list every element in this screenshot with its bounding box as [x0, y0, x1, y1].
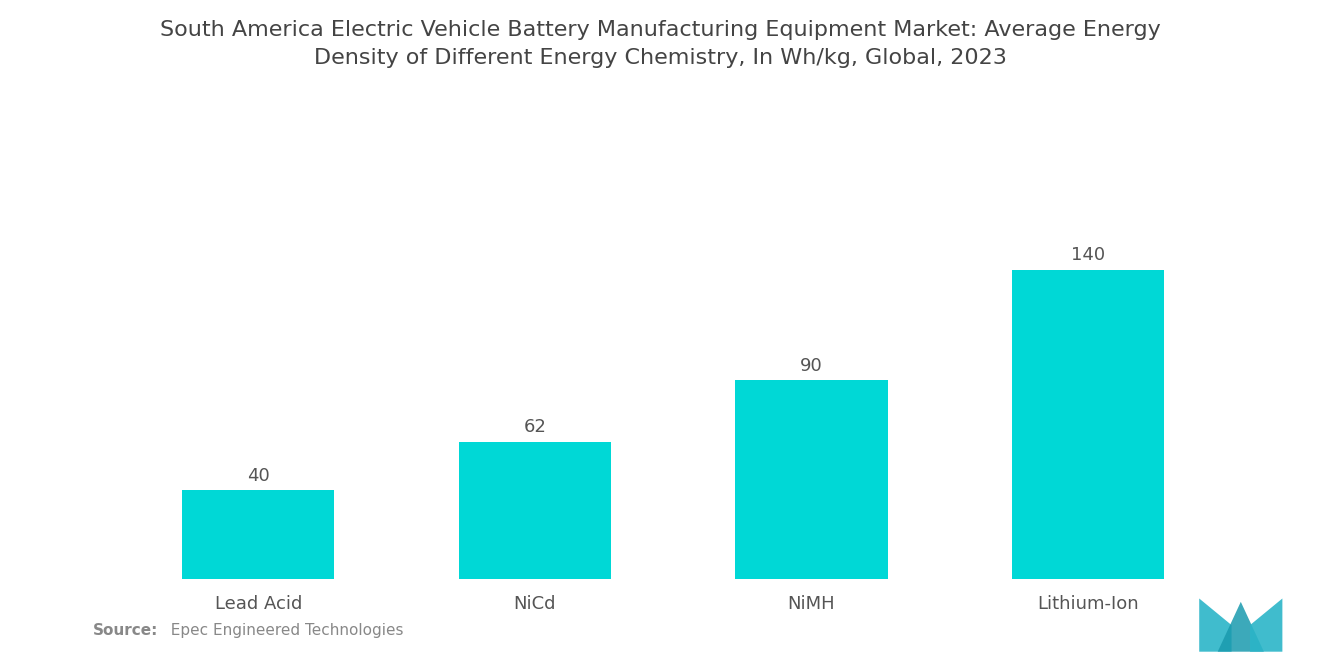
Polygon shape: [1250, 598, 1283, 652]
Polygon shape: [1200, 598, 1232, 652]
Text: 90: 90: [800, 356, 822, 374]
Text: 140: 140: [1071, 247, 1105, 265]
Bar: [735, 380, 887, 579]
Bar: [182, 490, 334, 579]
Text: 62: 62: [524, 418, 546, 436]
Bar: [459, 442, 611, 579]
Text: South America Electric Vehicle Battery Manufacturing Equipment Market: Average E: South America Electric Vehicle Battery M…: [160, 20, 1160, 68]
Text: Epec Engineered Technologies: Epec Engineered Technologies: [161, 623, 404, 638]
Polygon shape: [1218, 602, 1265, 652]
Text: Source:: Source:: [92, 623, 158, 638]
Text: 40: 40: [247, 467, 269, 485]
Bar: [1012, 270, 1164, 579]
